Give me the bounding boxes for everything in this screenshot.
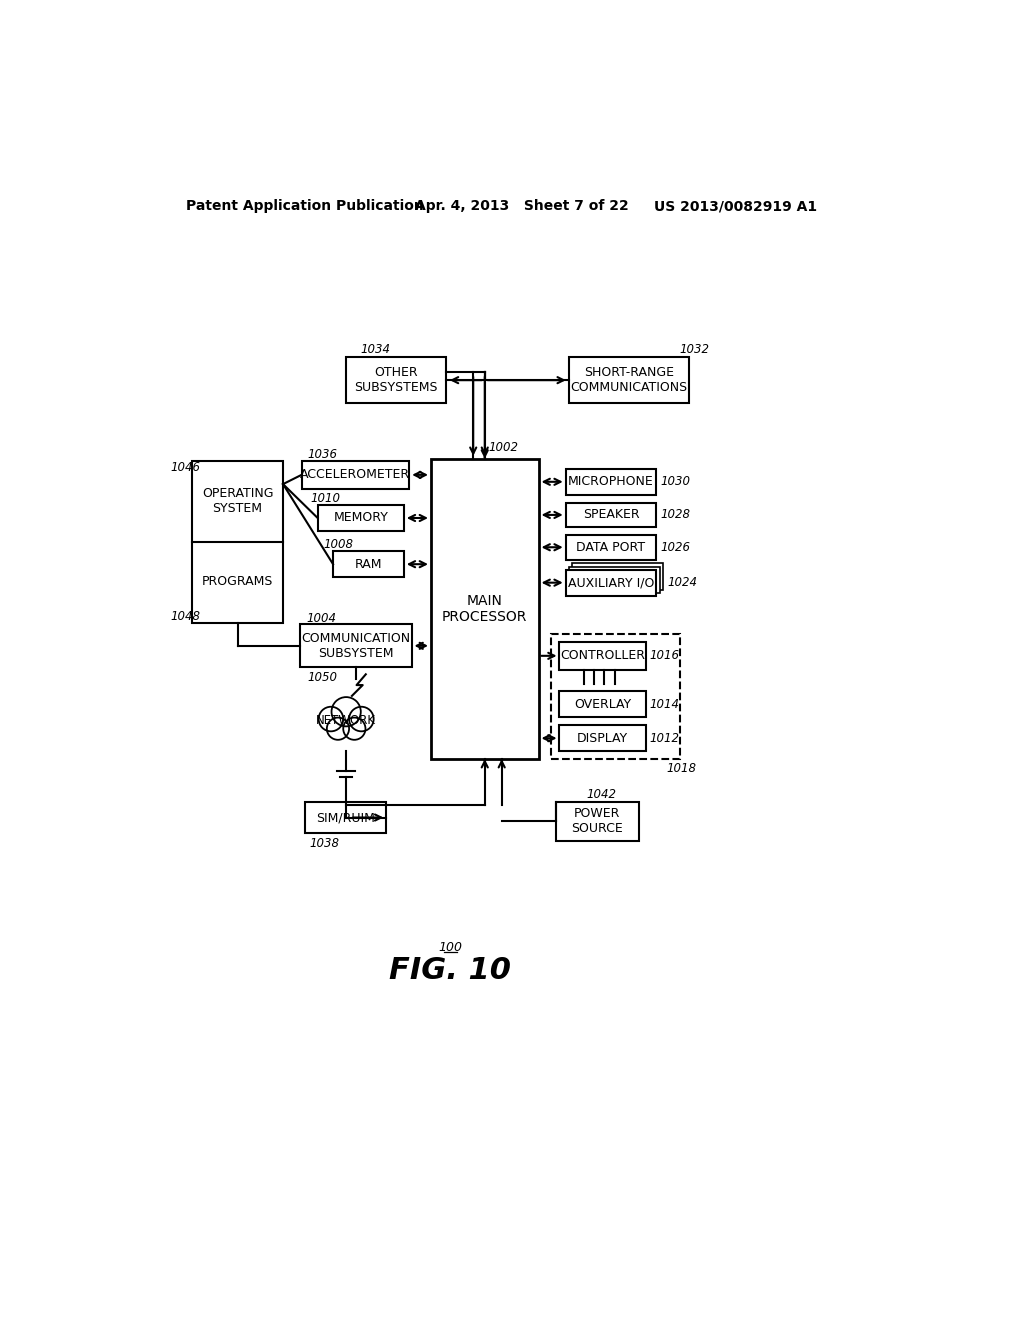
- FancyBboxPatch shape: [305, 803, 386, 833]
- Text: 1048: 1048: [171, 610, 201, 623]
- Text: 1034: 1034: [360, 343, 390, 356]
- Text: 1014: 1014: [649, 698, 680, 711]
- Text: Apr. 4, 2013   Sheet 7 of 22: Apr. 4, 2013 Sheet 7 of 22: [416, 199, 629, 213]
- Circle shape: [318, 706, 343, 731]
- Text: 1050: 1050: [307, 671, 338, 684]
- FancyBboxPatch shape: [333, 552, 403, 577]
- Text: FIG. 10: FIG. 10: [389, 956, 511, 985]
- Text: 1036: 1036: [307, 449, 338, 462]
- FancyBboxPatch shape: [431, 459, 539, 759]
- Circle shape: [349, 706, 374, 731]
- FancyBboxPatch shape: [568, 566, 659, 593]
- FancyBboxPatch shape: [565, 570, 656, 595]
- Text: 1026: 1026: [660, 541, 690, 554]
- Text: 1018: 1018: [667, 762, 696, 775]
- Text: SPEAKER: SPEAKER: [583, 508, 639, 521]
- Text: OPERATING
SYSTEM: OPERATING SYSTEM: [202, 487, 273, 515]
- FancyBboxPatch shape: [571, 564, 663, 590]
- Text: COMMUNICATION
SUBSYSTEM: COMMUNICATION SUBSYSTEM: [301, 632, 411, 660]
- Text: 1002: 1002: [488, 441, 518, 454]
- Text: 1004: 1004: [306, 611, 336, 624]
- FancyBboxPatch shape: [565, 503, 656, 527]
- FancyBboxPatch shape: [301, 461, 410, 488]
- Text: US 2013/0082919 A1: US 2013/0082919 A1: [654, 199, 817, 213]
- Text: MAIN
PROCESSOR: MAIN PROCESSOR: [442, 594, 527, 624]
- Circle shape: [332, 697, 360, 726]
- FancyBboxPatch shape: [556, 803, 639, 841]
- Text: DATA PORT: DATA PORT: [577, 541, 645, 554]
- Text: AUXILIARY I/O: AUXILIARY I/O: [568, 576, 654, 589]
- Text: 1008: 1008: [324, 539, 354, 552]
- Text: 100: 100: [438, 941, 462, 954]
- FancyBboxPatch shape: [346, 358, 446, 404]
- Text: MEMORY: MEMORY: [334, 511, 388, 524]
- Text: ACCELEROMETER: ACCELEROMETER: [300, 469, 411, 482]
- Text: 1038: 1038: [309, 837, 339, 850]
- FancyBboxPatch shape: [551, 635, 680, 759]
- Text: 1028: 1028: [660, 508, 690, 521]
- Circle shape: [327, 718, 349, 739]
- Text: RAM: RAM: [354, 557, 382, 570]
- Text: 1042: 1042: [587, 788, 616, 801]
- Text: SHORT-RANGE
COMMUNICATIONS: SHORT-RANGE COMMUNICATIONS: [570, 366, 688, 395]
- FancyBboxPatch shape: [559, 725, 646, 751]
- Text: OTHER
SUBSYSTEMS: OTHER SUBSYSTEMS: [354, 366, 438, 395]
- FancyBboxPatch shape: [317, 506, 403, 531]
- Text: NETWORK: NETWORK: [316, 714, 376, 727]
- Text: DISPLAY: DISPLAY: [577, 731, 628, 744]
- Text: PROGRAMS: PROGRAMS: [202, 576, 273, 589]
- Text: Patent Application Publication: Patent Application Publication: [186, 199, 424, 213]
- Text: MICROPHONE: MICROPHONE: [568, 475, 654, 488]
- Text: OVERLAY: OVERLAY: [574, 698, 631, 711]
- Text: CONTROLLER: CONTROLLER: [560, 649, 645, 663]
- Text: POWER
SOURCE: POWER SOURCE: [571, 808, 623, 836]
- FancyBboxPatch shape: [565, 535, 656, 560]
- Text: 1032: 1032: [680, 343, 710, 356]
- Text: SIM/RUIM: SIM/RUIM: [316, 810, 375, 824]
- FancyBboxPatch shape: [559, 692, 646, 718]
- Text: 1046: 1046: [171, 461, 201, 474]
- Text: 1010: 1010: [310, 492, 340, 506]
- Text: 1030: 1030: [660, 475, 690, 488]
- FancyBboxPatch shape: [300, 624, 412, 668]
- FancyBboxPatch shape: [569, 358, 689, 404]
- Circle shape: [343, 718, 366, 739]
- Text: 1012: 1012: [649, 731, 680, 744]
- FancyBboxPatch shape: [559, 642, 646, 669]
- Text: 1024: 1024: [668, 576, 697, 589]
- FancyBboxPatch shape: [193, 461, 283, 623]
- Text: 1016: 1016: [649, 649, 680, 663]
- FancyBboxPatch shape: [565, 469, 656, 495]
